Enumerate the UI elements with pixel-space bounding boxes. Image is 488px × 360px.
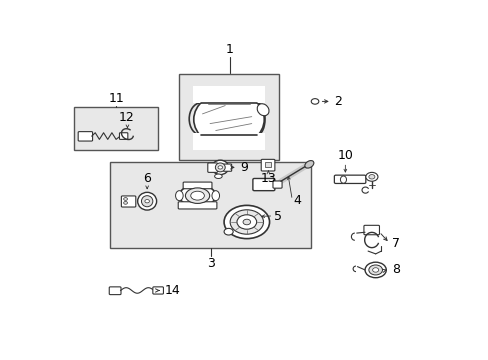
Circle shape: [144, 199, 149, 203]
FancyBboxPatch shape: [334, 175, 365, 184]
Text: 2: 2: [333, 95, 341, 108]
Text: 7: 7: [391, 237, 399, 250]
Text: 13: 13: [260, 172, 276, 185]
FancyBboxPatch shape: [121, 196, 136, 207]
Circle shape: [311, 99, 318, 104]
Bar: [74, 107, 158, 150]
Circle shape: [372, 268, 378, 272]
Ellipse shape: [304, 161, 313, 168]
FancyBboxPatch shape: [153, 287, 163, 294]
Ellipse shape: [193, 92, 264, 147]
Text: 4: 4: [292, 194, 300, 207]
Bar: [110, 162, 311, 248]
Ellipse shape: [340, 176, 346, 183]
Circle shape: [230, 210, 263, 234]
Text: 3: 3: [206, 257, 214, 270]
Ellipse shape: [138, 192, 156, 210]
FancyBboxPatch shape: [183, 182, 211, 189]
Circle shape: [123, 198, 127, 201]
FancyBboxPatch shape: [119, 133, 127, 139]
FancyBboxPatch shape: [78, 132, 92, 141]
Bar: [178, 74, 279, 159]
Text: 9: 9: [240, 161, 247, 174]
Ellipse shape: [190, 191, 204, 200]
FancyBboxPatch shape: [252, 179, 274, 191]
Text: 14: 14: [164, 284, 181, 297]
Text: 8: 8: [391, 262, 399, 276]
FancyBboxPatch shape: [272, 181, 282, 188]
Circle shape: [365, 262, 386, 278]
Circle shape: [237, 215, 256, 229]
Ellipse shape: [211, 191, 219, 201]
Text: 5: 5: [274, 210, 282, 223]
Circle shape: [224, 228, 233, 235]
Ellipse shape: [185, 188, 209, 203]
FancyBboxPatch shape: [363, 225, 379, 235]
Ellipse shape: [141, 196, 153, 207]
Circle shape: [224, 205, 269, 239]
Circle shape: [368, 265, 382, 275]
Ellipse shape: [257, 104, 268, 116]
Text: 11: 11: [108, 92, 123, 105]
Circle shape: [218, 166, 222, 169]
Circle shape: [368, 175, 374, 179]
Text: 10: 10: [337, 149, 352, 162]
FancyBboxPatch shape: [261, 159, 274, 171]
Ellipse shape: [175, 191, 183, 201]
Circle shape: [123, 202, 127, 204]
Text: 12: 12: [118, 111, 134, 123]
Circle shape: [243, 219, 250, 225]
Ellipse shape: [215, 163, 225, 172]
FancyBboxPatch shape: [207, 163, 217, 172]
FancyBboxPatch shape: [223, 164, 231, 171]
Ellipse shape: [211, 160, 228, 175]
FancyBboxPatch shape: [109, 287, 121, 294]
Text: 6: 6: [143, 172, 151, 185]
Ellipse shape: [214, 174, 222, 179]
FancyBboxPatch shape: [178, 202, 217, 209]
Bar: [193, 133, 264, 150]
Bar: [193, 86, 264, 103]
Ellipse shape: [179, 185, 215, 207]
Circle shape: [365, 172, 377, 181]
Bar: [265, 162, 271, 167]
Text: 1: 1: [225, 43, 233, 56]
